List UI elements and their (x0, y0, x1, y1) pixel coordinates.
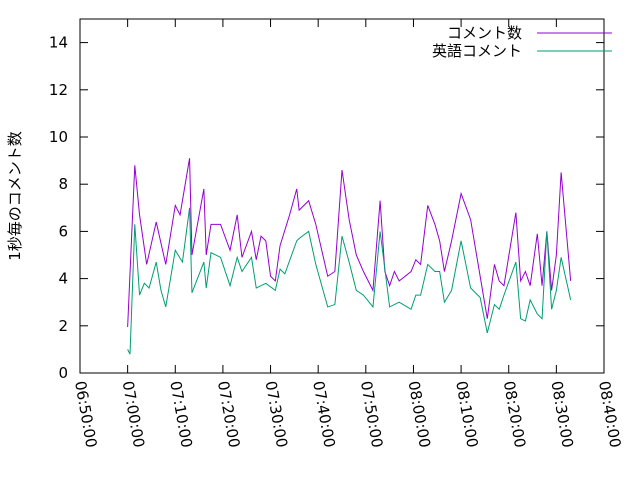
x-tick-label: 07:20:00 (214, 380, 243, 449)
y-tick-label: 4 (58, 270, 68, 288)
y-tick-label: 10 (49, 128, 68, 146)
plot-frame (79, 18, 605, 374)
series-line (127, 207, 572, 355)
x-tick-label: 07:00:00 (119, 380, 148, 449)
y-tick-label: 0 (58, 364, 68, 382)
y-tick-label: 2 (58, 317, 68, 335)
x-tick-label: 07:30:00 (262, 380, 291, 449)
y-tick-label: 12 (49, 81, 68, 99)
legend-label: コメント数 (447, 24, 522, 42)
y-tick-label: 6 (58, 222, 68, 240)
x-tick-label: 07:40:00 (309, 380, 338, 449)
legend-label: 英語コメント (432, 42, 522, 60)
x-tick-label: 08:20:00 (500, 380, 529, 449)
y-axis-label: 1秒毎のコメント数 (6, 131, 24, 261)
x-tick-label: 08:40:00 (595, 380, 624, 449)
series-line (127, 158, 572, 328)
y-tick-label: 14 (49, 34, 68, 52)
y-tick-label: 8 (58, 175, 68, 193)
x-tick-label: 08:00:00 (405, 380, 434, 449)
x-tick-label: 07:10:00 (166, 380, 195, 449)
x-tick-label: 06:50:00 (71, 380, 100, 449)
x-tick-label: 08:10:00 (452, 380, 481, 449)
x-tick-label: 08:30:00 (547, 380, 576, 449)
x-tick-label: 07:50:00 (357, 380, 386, 449)
